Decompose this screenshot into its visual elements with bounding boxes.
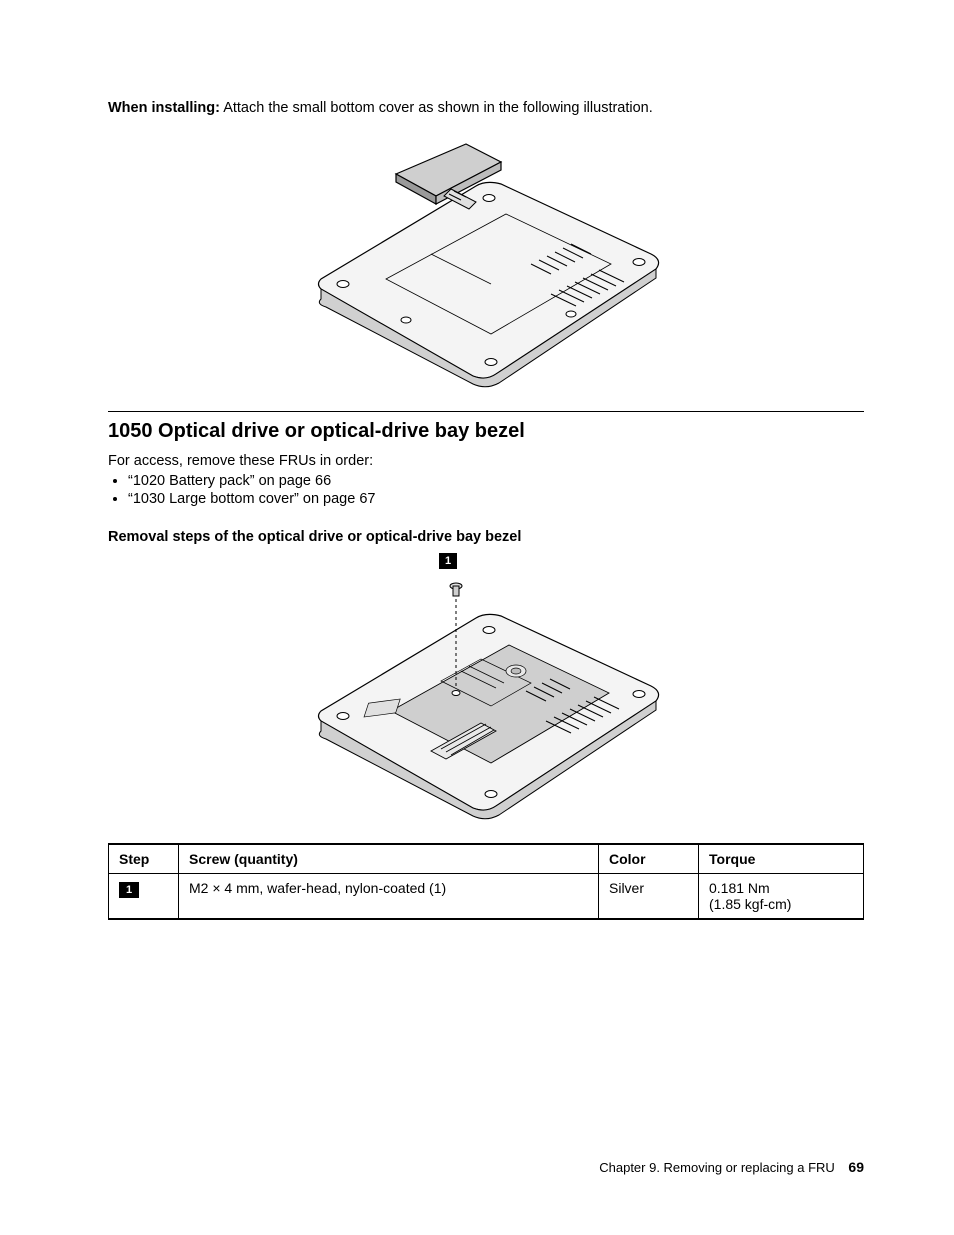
page-footer: Chapter 9. Removing or replacing a FRU 6… — [599, 1159, 864, 1175]
th-color: Color — [599, 844, 699, 874]
th-screw: Screw (quantity) — [179, 844, 599, 874]
footer-chapter: Chapter 9. Removing or replacing a FRU — [599, 1160, 835, 1175]
cell-step: 1 — [109, 874, 179, 920]
install-note-rest: Attach the small bottom cover as shown i… — [220, 100, 653, 116]
cell-torque: 0.181 Nm (1.85 kgf-cm) — [699, 874, 864, 920]
illustration-optical-drive — [291, 571, 681, 821]
th-step: Step — [109, 844, 179, 874]
torque-line1: 0.181 Nm — [709, 880, 770, 896]
table-header-row: Step Screw (quantity) Color Torque — [109, 844, 864, 874]
install-note-strong: When installing: — [108, 100, 220, 116]
removal-steps-heading: Removal steps of the optical drive or op… — [108, 529, 864, 545]
illustration-bottom-cover — [291, 134, 681, 389]
step-badge: 1 — [119, 882, 139, 898]
section-title: 1050 Optical drive or optical-drive bay … — [108, 420, 864, 443]
table-row: 1 M2 × 4 mm, wafer-head, nylon-coated (1… — [109, 874, 864, 920]
screw-table: Step Screw (quantity) Color Torque 1 M2 … — [108, 843, 864, 920]
torque-line2: (1.85 kgf-cm) — [709, 896, 791, 912]
fru-prereq-list: “1020 Battery pack” on page 66 “1030 Lar… — [108, 473, 864, 507]
fru-item: “1030 Large bottom cover” on page 67 — [128, 491, 864, 507]
fru-item: “1020 Battery pack” on page 66 — [128, 473, 864, 489]
section-rule — [108, 411, 864, 412]
footer-page-number: 69 — [848, 1159, 864, 1175]
th-torque: Torque — [699, 844, 864, 874]
install-note: When installing: Attach the small bottom… — [108, 100, 864, 116]
access-lead: For access, remove these FRUs in order: — [108, 453, 864, 469]
step-callout-badge: 1 — [439, 553, 457, 569]
cell-color: Silver — [599, 874, 699, 920]
cell-screw: M2 × 4 mm, wafer-head, nylon-coated (1) — [179, 874, 599, 920]
